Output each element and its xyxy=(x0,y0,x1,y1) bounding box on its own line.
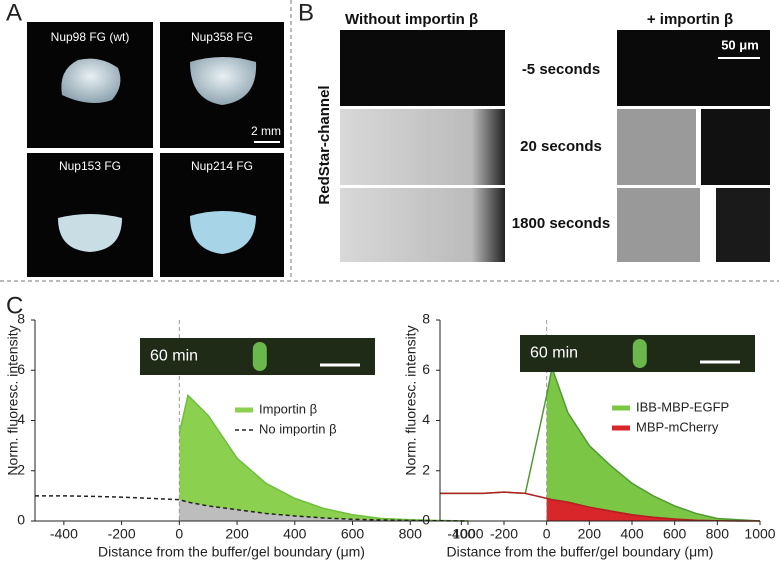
area-fill xyxy=(179,395,469,521)
legend-label: Importin β xyxy=(259,401,317,416)
series-line xyxy=(440,491,760,522)
area-fill xyxy=(546,367,760,521)
y-tick-label: 6 xyxy=(422,361,430,377)
x-tick-label: 0 xyxy=(175,526,183,542)
gel xyxy=(190,211,256,254)
x-tick-label: 0 xyxy=(543,526,551,542)
gel xyxy=(61,58,121,104)
row-label: 1800 seconds xyxy=(512,215,610,232)
y-tick-label: 8 xyxy=(422,311,430,327)
inset-label: 60 min xyxy=(530,345,578,362)
y-tick-label: 2 xyxy=(17,461,25,477)
x-tick-label: 400 xyxy=(620,526,644,542)
photo-label: Nup98 FG (wt) xyxy=(51,30,130,44)
legend-label: No importin β xyxy=(259,421,337,436)
x-tick-label: 200 xyxy=(225,526,249,542)
x-tick-label: 800 xyxy=(399,526,423,542)
x-tick-label: -200 xyxy=(490,526,518,542)
legend-label: IBB-MBP-EGFP xyxy=(636,399,729,414)
area-fill xyxy=(179,499,469,521)
y-axis-label: Norm. fluoresc. intensity xyxy=(403,325,419,475)
column-header: + importin β xyxy=(647,11,733,28)
micrograph xyxy=(340,188,505,262)
photos xyxy=(27,22,284,277)
x-tick-label: -400 xyxy=(50,526,78,542)
x-tick-label: 200 xyxy=(578,526,602,542)
x-tick-label: 800 xyxy=(706,526,730,542)
photo-label: Nup214 FG xyxy=(191,159,253,173)
scale-label: 2 mm xyxy=(251,124,281,138)
inset-glow xyxy=(252,342,267,371)
x-axis-label: Distance from the buffer/gel boundary (μ… xyxy=(447,544,714,560)
x-axis-label: Distance from the buffer/gel boundary (μ… xyxy=(98,544,365,560)
micrographs xyxy=(340,30,770,262)
micrograph xyxy=(617,30,770,106)
micrograph xyxy=(700,188,716,262)
x-tick-label: 600 xyxy=(341,526,365,542)
photo-label: Nup153 FG xyxy=(59,159,121,173)
micrograph xyxy=(715,188,770,262)
area-fill xyxy=(546,498,760,521)
legend-label: MBP-mCherry xyxy=(636,419,719,434)
series-line xyxy=(35,495,469,522)
micrograph xyxy=(700,109,770,185)
panel-letter: A xyxy=(6,0,22,26)
y-tick-label: 0 xyxy=(17,512,25,528)
y-tick-label: 0 xyxy=(422,512,430,528)
x-tick-label: 1000 xyxy=(744,526,775,542)
row-label: -5 seconds xyxy=(522,61,600,78)
inset-label: 60 min xyxy=(150,348,198,365)
scale-label: 50 μm xyxy=(721,37,759,52)
x-tick-label: -200 xyxy=(108,526,136,542)
y-axis-label: Norm. fluoresc. intensity xyxy=(5,325,21,475)
x-tick-label: 1000 xyxy=(452,526,483,542)
y-tick-label: 6 xyxy=(17,361,25,377)
micrograph xyxy=(340,109,505,185)
panel-letter: C xyxy=(6,292,23,319)
y-tick-label: 2 xyxy=(422,461,430,477)
gel xyxy=(58,214,122,252)
inset-glow xyxy=(632,339,647,368)
y-tick-label: 8 xyxy=(17,311,25,327)
photo-label: Nup358 FG xyxy=(191,30,253,44)
panel-letter: B xyxy=(298,0,314,26)
channel-label: RedStar-channel xyxy=(316,85,333,204)
gel xyxy=(190,57,257,105)
x-tick-label: -400 xyxy=(447,526,475,542)
y-tick-label: 4 xyxy=(422,411,430,427)
micrograph xyxy=(340,30,505,106)
x-tick-label: 400 xyxy=(283,526,307,542)
column-header: Without importin β xyxy=(345,11,478,28)
x-tick-label: 600 xyxy=(663,526,687,542)
y-tick-label: 4 xyxy=(17,411,25,427)
row-label: 20 seconds xyxy=(520,138,602,155)
micrograph xyxy=(696,109,701,185)
